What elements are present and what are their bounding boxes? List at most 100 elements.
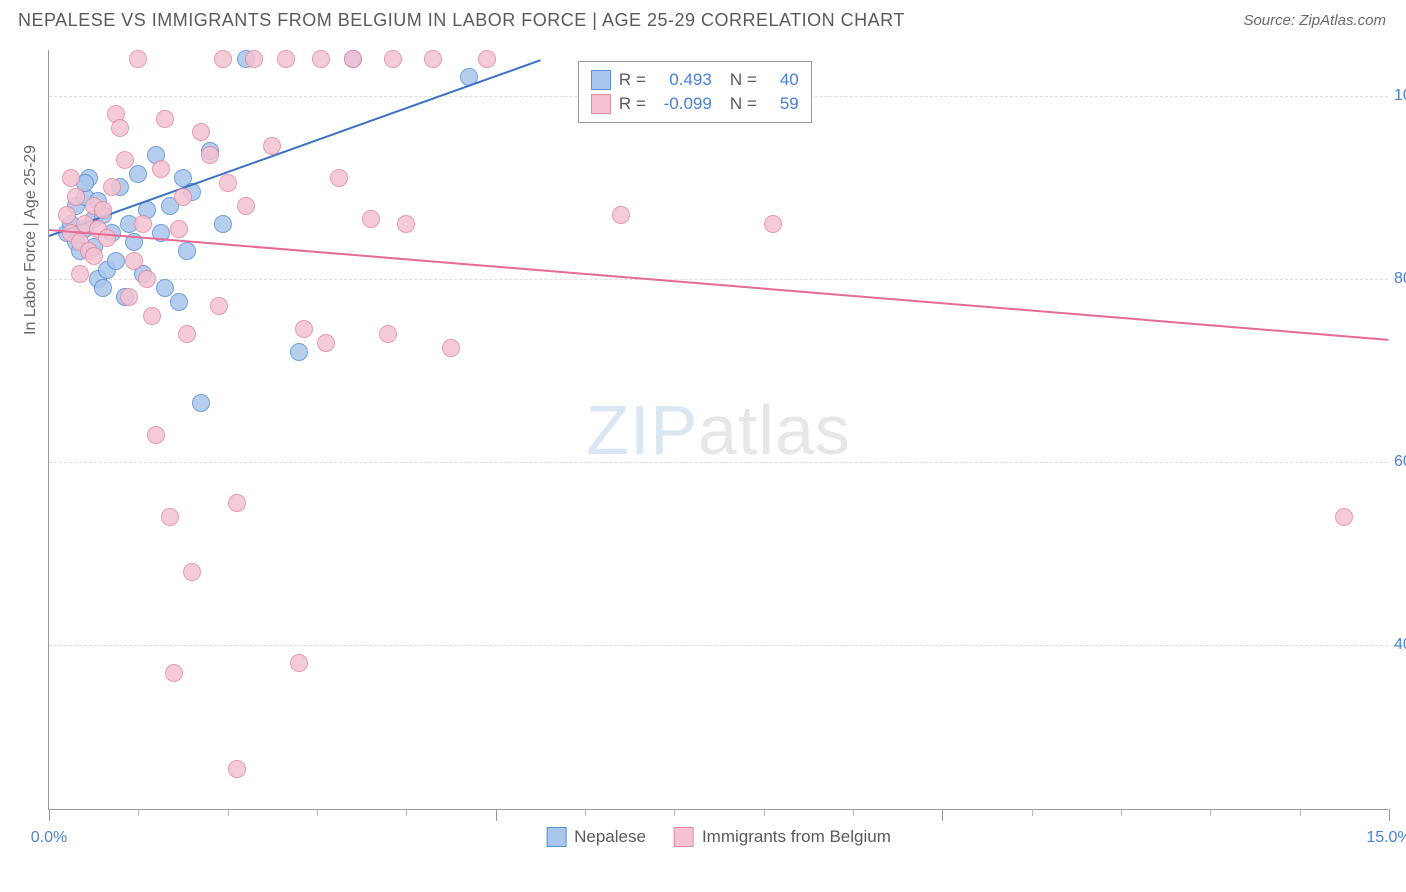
scatter-point	[129, 165, 147, 183]
watermark-atlas: atlas	[698, 391, 851, 469]
series-legend-item: Immigrants from Belgium	[674, 827, 891, 847]
scatter-point	[237, 197, 255, 215]
scatter-point	[330, 169, 348, 187]
legend-r-value: 0.493	[654, 70, 712, 90]
legend-r-label: R =	[619, 94, 646, 114]
scatter-point	[134, 215, 152, 233]
x-tick-minor	[764, 809, 765, 816]
gridline	[49, 645, 1388, 646]
legend-n-value: 59	[765, 94, 799, 114]
scatter-point	[1335, 508, 1353, 526]
scatter-point	[192, 123, 210, 141]
legend-swatch	[591, 94, 611, 114]
scatter-point	[178, 325, 196, 343]
legend-swatch	[674, 827, 694, 847]
scatter-point	[210, 297, 228, 315]
scatter-point	[85, 247, 103, 265]
scatter-point	[201, 146, 219, 164]
legend-swatch	[546, 827, 566, 847]
x-tick-minor	[853, 809, 854, 816]
scatter-point	[165, 664, 183, 682]
scatter-point	[62, 169, 80, 187]
legend-row: R = -0.099 N = 59	[591, 92, 799, 116]
scatter-point	[245, 50, 263, 68]
scatter-point	[290, 343, 308, 361]
scatter-point	[129, 50, 147, 68]
x-tick-minor	[1121, 809, 1122, 816]
scatter-point	[397, 215, 415, 233]
series-legend-label: Nepalese	[574, 827, 646, 847]
scatter-point	[478, 50, 496, 68]
x-tick-minor	[1032, 809, 1033, 816]
series-legend: Nepalese Immigrants from Belgium	[546, 827, 891, 847]
scatter-point	[612, 206, 630, 224]
scatter-point	[170, 293, 188, 311]
x-tick-minor	[138, 809, 139, 816]
legend-swatch	[591, 70, 611, 90]
scatter-point	[98, 229, 116, 247]
scatter-point	[228, 760, 246, 778]
scatter-point	[219, 174, 237, 192]
scatter-point	[424, 50, 442, 68]
scatter-point	[228, 494, 246, 512]
scatter-point	[362, 210, 380, 228]
scatter-point	[58, 206, 76, 224]
x-tick-minor	[317, 809, 318, 816]
scatter-point	[263, 137, 281, 155]
scatter-point	[107, 252, 125, 270]
scatter-point	[67, 188, 85, 206]
scatter-point	[384, 50, 402, 68]
watermark-zip: ZIP	[586, 391, 698, 469]
scatter-point	[214, 50, 232, 68]
x-tick-label: 0.0%	[31, 829, 67, 847]
scatter-point	[174, 188, 192, 206]
x-tick-minor	[585, 809, 586, 816]
scatter-point	[94, 279, 112, 297]
scatter-point	[125, 252, 143, 270]
regression-line	[49, 59, 541, 237]
x-tick-minor	[1300, 809, 1301, 816]
x-tick-label: 15.0%	[1366, 829, 1406, 847]
legend-row: R =0.493N =40	[591, 68, 799, 92]
scatter-point	[156, 110, 174, 128]
scatter-point	[143, 307, 161, 325]
scatter-point	[138, 270, 156, 288]
scatter-point	[152, 160, 170, 178]
x-tick-major	[49, 809, 50, 821]
x-tick-major	[942, 809, 943, 821]
x-tick-minor	[1210, 809, 1211, 816]
scatter-point	[147, 426, 165, 444]
legend-n-label: N =	[730, 94, 757, 114]
correlation-legend: R =0.493N =40R =-0.099N =59	[578, 61, 812, 123]
scatter-point	[94, 201, 112, 219]
gridline	[49, 462, 1388, 463]
scatter-point	[317, 334, 335, 352]
y-tick-label: 80.0%	[1394, 270, 1406, 288]
scatter-point	[111, 119, 129, 137]
scatter-point	[170, 220, 188, 238]
x-tick-major	[1389, 809, 1390, 821]
scatter-point	[71, 265, 89, 283]
source-label: Source: ZipAtlas.com	[1243, 12, 1386, 29]
y-tick-label: 40.0%	[1394, 636, 1406, 654]
series-legend-label: Immigrants from Belgium	[702, 827, 891, 847]
gridline	[49, 279, 1388, 280]
legend-n-label: N =	[730, 70, 757, 90]
scatter-point	[764, 215, 782, 233]
x-tick-minor	[228, 809, 229, 816]
scatter-point	[120, 288, 138, 306]
x-tick-major	[496, 809, 497, 821]
scatter-point	[379, 325, 397, 343]
scatter-point	[442, 339, 460, 357]
scatter-point	[116, 151, 134, 169]
x-tick-minor	[674, 809, 675, 816]
legend-r-value: -0.099	[654, 94, 712, 114]
x-tick-minor	[406, 809, 407, 816]
plot-area: ZIPatlas 40.0%60.0%80.0%100.0%0.0%15.0%R…	[48, 50, 1388, 810]
scatter-point	[178, 242, 196, 260]
regression-line	[49, 229, 1389, 341]
scatter-point	[192, 394, 210, 412]
scatter-point	[290, 654, 308, 672]
scatter-point	[312, 50, 330, 68]
y-axis-label: In Labor Force | Age 25-29	[22, 145, 40, 335]
